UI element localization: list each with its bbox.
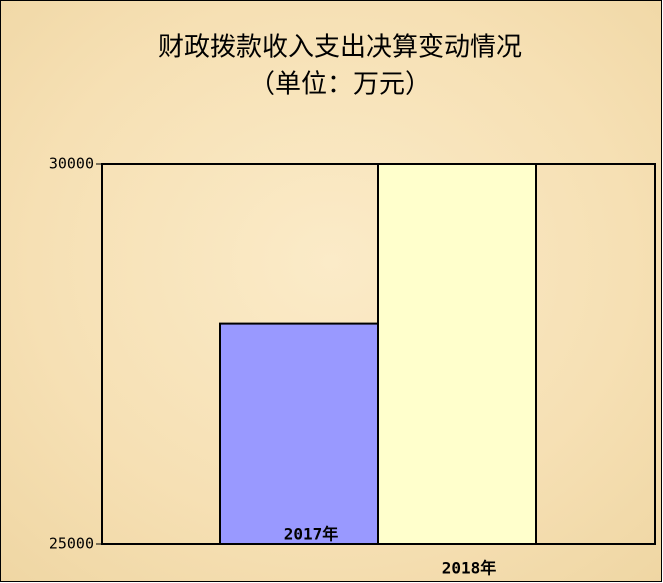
x-tick-label: 2017年: [284, 525, 339, 544]
y-tick-label: 25000: [49, 535, 94, 553]
chart-subtitle: （单位：万元）: [249, 70, 431, 100]
y-tick-label: 30000: [49, 155, 94, 173]
bar: [219, 322, 379, 545]
x-tick-label: 2018年: [442, 559, 497, 578]
bar: [377, 163, 537, 545]
chart-title: 财政拨款收入支出决算变动情况: [158, 33, 522, 63]
